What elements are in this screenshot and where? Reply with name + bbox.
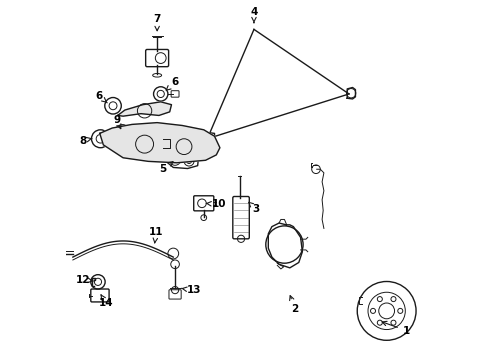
Text: 14: 14 (98, 295, 113, 308)
Text: 12: 12 (75, 275, 93, 285)
Text: 8: 8 (79, 136, 92, 145)
Text: 6: 6 (166, 77, 179, 90)
Text: 2: 2 (290, 296, 299, 314)
Text: 4: 4 (250, 7, 258, 23)
Polygon shape (100, 123, 220, 163)
Text: 10: 10 (206, 199, 226, 210)
Text: 5: 5 (160, 162, 173, 174)
Text: 13: 13 (181, 285, 201, 296)
Text: 9: 9 (113, 115, 121, 129)
Text: 6: 6 (95, 91, 107, 103)
Text: 7: 7 (153, 14, 161, 31)
Text: 1: 1 (382, 321, 410, 336)
Text: 11: 11 (149, 227, 163, 243)
Polygon shape (118, 102, 172, 116)
Text: 3: 3 (249, 202, 259, 214)
